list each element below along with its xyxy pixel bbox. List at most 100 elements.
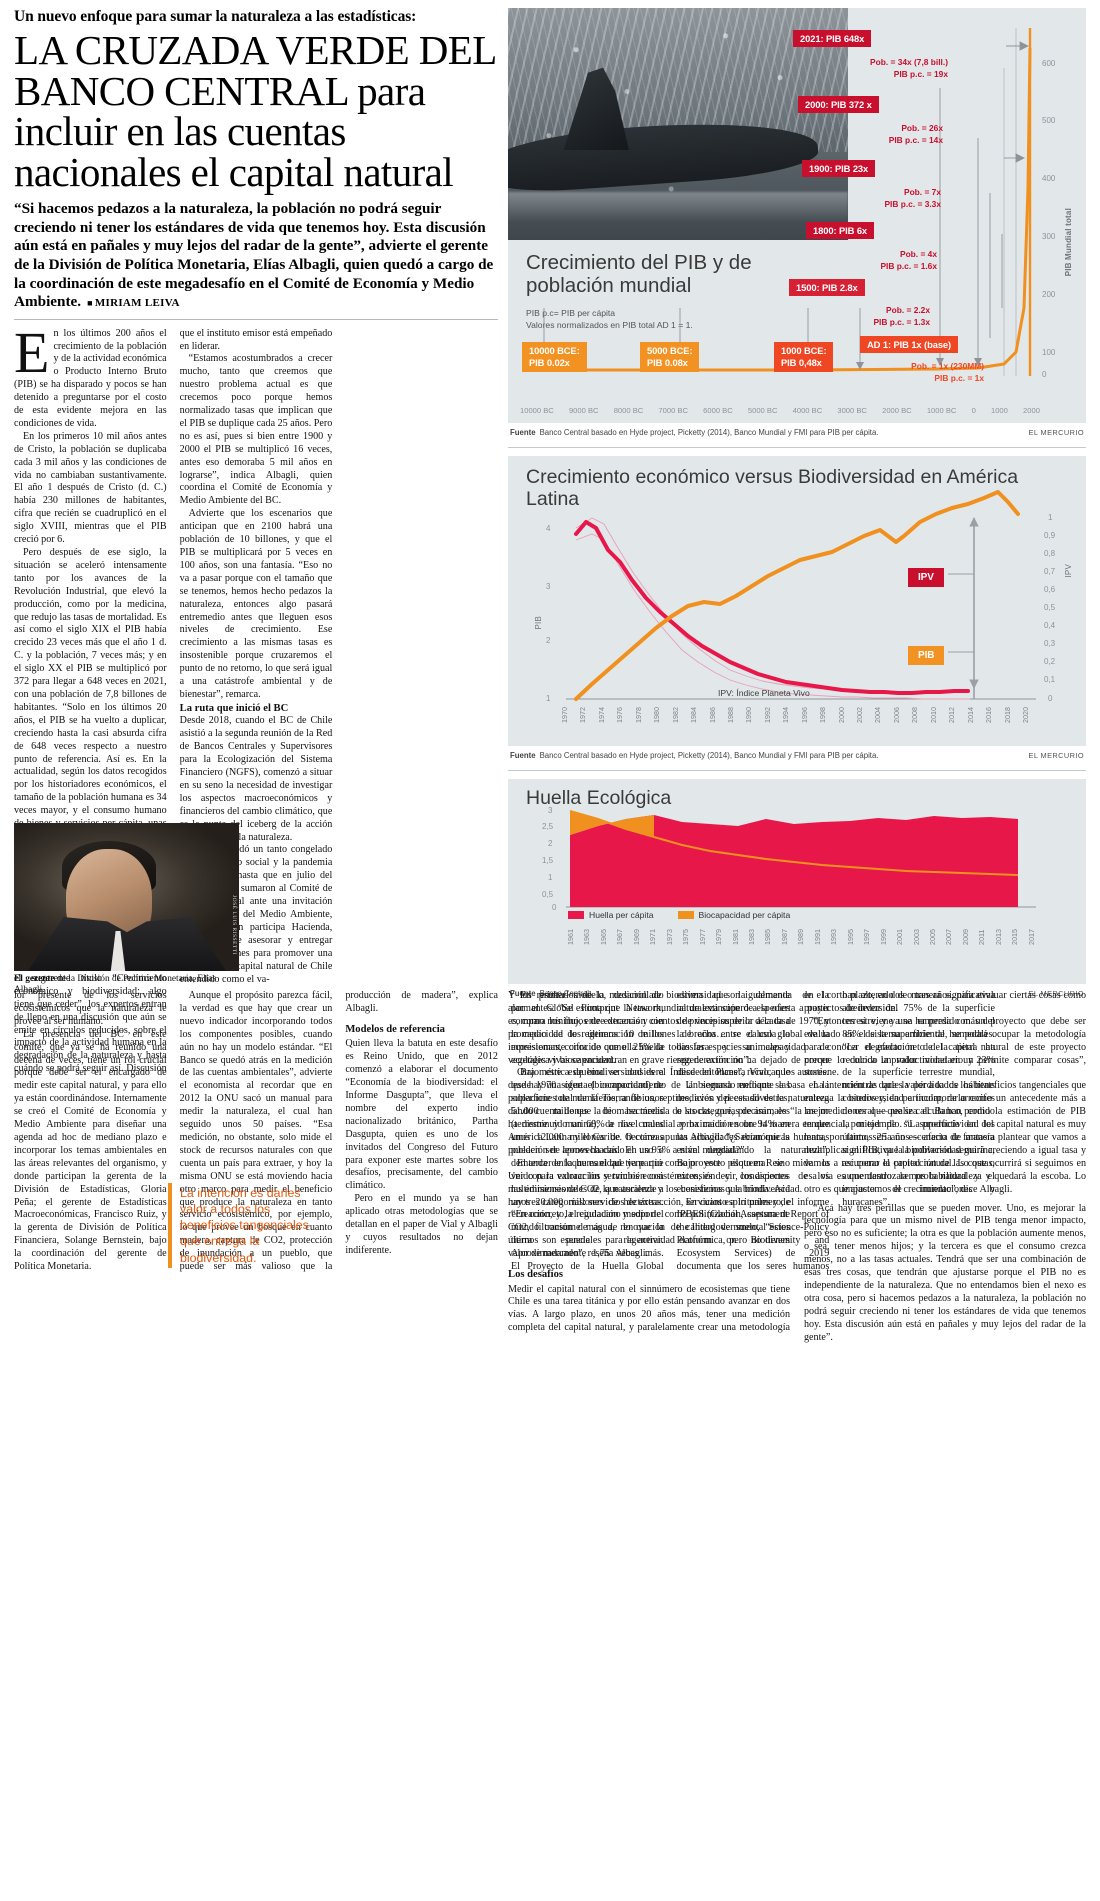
chart3-source: Fuente Banco Central <box>510 989 589 998</box>
chart-pib-vs-ipv: Crecimiento económico versus Biodiversid… <box>508 456 1086 746</box>
chart2-source: Fuente Banco Central basado en Hyde proje… <box>510 751 878 760</box>
legend-label-huella: Huella per cápita <box>589 910 654 920</box>
chart1-brand: EL MERCURIO <box>1028 428 1084 437</box>
detail-line: Pob. = 4x <box>899 249 937 259</box>
chart2-xtick: 1972 <box>578 707 588 723</box>
chart3-xtick: 2009 <box>960 929 970 945</box>
chart3-xtick: 1983 <box>746 929 756 945</box>
chart1-annotation-1500: 1500: PIB 2.8x <box>789 279 865 296</box>
chart1-annotation-1500-detail: Pob. = 2.2x PIB p.c. = 1.3x <box>708 304 930 328</box>
article-left-column: Un nuevo enfoque para sumar la naturalez… <box>14 8 498 1098</box>
divider <box>508 447 1086 448</box>
chart1-subtitle-line2: Valores normalizados en PIB total AD 1 =… <box>526 320 693 331</box>
chart1-ytick: 500 <box>1042 116 1056 125</box>
chart2-pib-line <box>574 490 1020 701</box>
body-paragraph: La intención de darles valor a todos los… <box>804 1080 1086 1195</box>
body-paragraph: Aunque el propósito parezca fácil, la ve… <box>179 990 498 1273</box>
chart2-xtick: 2020 <box>1020 707 1030 723</box>
manager-photo: JOSÉ LUIS RISSETTI <box>14 823 239 971</box>
chart1-annotation-1800-detail: Pob. = 4x PIB p.c. = 1.6x <box>708 248 937 272</box>
chart3-xtick: 1993 <box>829 929 839 945</box>
chart3-ytick: 0 <box>552 903 557 912</box>
chart3-xtick: 1985 <box>763 929 773 945</box>
headline-line-3: incluir en las cuentas <box>14 108 346 155</box>
body-paragraph: El tercer enfoque es el que ya partió co… <box>508 1157 790 1260</box>
chart1-annotation-1900-detail: Pob. = 7x PIB p.c. = 3.3x <box>708 186 941 210</box>
chart1-ytick: 300 <box>1042 232 1056 241</box>
chart1-source-line: Fuente Banco Central basado en Hyde proje… <box>508 423 1086 445</box>
photo-caption-lead: El gerente <box>14 974 55 984</box>
chart1-title: Crecimiento del PIB y de población mundi… <box>526 251 752 297</box>
chart2-title: Crecimiento económico versus Biodiversid… <box>526 466 1019 511</box>
chart3-xtick: 1995 <box>845 929 855 945</box>
chart2-ipv-lower-band <box>575 533 970 700</box>
chart1-xtick: 2000 BC <box>882 406 912 415</box>
chart1-xtick: 1000 BC <box>926 406 957 415</box>
chart2-ytick-left: 3 <box>546 582 551 591</box>
chart2-xtick: 1994 <box>781 707 791 723</box>
chart3-ytick: 2,5 <box>542 822 554 831</box>
label-line: 5000 BCE: <box>647 345 693 356</box>
body-paragraph: Y los resultados de la medición de biodi… <box>508 990 790 1066</box>
chart2-xtick: 2000 <box>836 707 846 723</box>
chart2-xtick: 1976 <box>615 707 625 723</box>
detail-line: Pob. = 2.2x <box>886 305 930 315</box>
chart2-source-line: Fuente Banco Central basado en Hyde proje… <box>508 746 1086 768</box>
article-body-bottom-right: Y los resultados de la medición de biodi… <box>508 990 1086 1880</box>
chart2-xtick: 2004 <box>873 707 883 723</box>
body-paragraph: Bajo este esquema se considera que hay u… <box>510 990 830 1273</box>
chart2-ytick-right: 0,1 <box>1044 675 1056 684</box>
chart1-ytick: 0 <box>1042 370 1047 379</box>
chart3-xtick: 1991 <box>812 929 822 945</box>
chart1-annotation-2021: 2021: PIB 648x <box>793 30 872 47</box>
photo-credit: JOSÉ LUIS RISSETTI <box>231 894 237 955</box>
detail-line: PIB p.c. = 1x <box>934 373 984 384</box>
chart1-annotation-1000bce: 1000 BCE: PIB 0,48x <box>774 342 834 372</box>
body-paragraph: En los primeros 10 mil años antes de Cri… <box>14 430 167 546</box>
chart2-ytick-right: 0,3 <box>1044 639 1056 648</box>
detail-line: Pob. = 26x <box>901 123 943 133</box>
chart1-x-axis-ticks: 10000 BC 9000 BC 8000 BC 7000 BC 6000 BC… <box>520 406 1040 415</box>
chart2-ytick-left: 4 <box>546 524 551 533</box>
chart-pib-poblacion: Crecimiento del PIB y de población mundi… <box>508 8 1086 423</box>
chart2-x-axis-ticks: 1970 1972 1974 1976 1978 1980 1982 1984 … <box>560 707 1030 723</box>
chart3-xtick: 1969 <box>631 929 641 945</box>
chart2-ytick-right: 0,4 <box>1044 621 1056 630</box>
chart3-xtick: 2017 <box>1026 929 1036 945</box>
chart2-ytick-right: 0,2 <box>1044 657 1056 666</box>
chart2-ytick-right: 0,7 <box>1044 567 1056 576</box>
body-paragraph: Medir el capital natural con el sinnúmer… <box>508 990 1086 1334</box>
divider <box>14 318 498 320</box>
chart3-xtick: 1975 <box>681 929 691 945</box>
chart3-xtick: 1981 <box>730 929 740 945</box>
body-text: n los últimos 200 años el crecimiento de… <box>14 327 167 429</box>
chart2-ytick-right: 0,9 <box>1044 531 1056 540</box>
chart3-biocapacidad-line <box>569 810 1019 876</box>
chart2-xtick: 2012 <box>947 707 957 723</box>
chart1-xtick: 4000 BC <box>792 406 823 415</box>
label-line: PIB 0.08x <box>647 356 688 368</box>
source-text: Banco Central basado en Hyde project, Pi… <box>539 751 879 760</box>
water-wake <box>508 192 848 222</box>
chart1-xtick: 8000 BC <box>613 406 644 415</box>
chart2-brand: EL MERCURIO <box>1028 751 1084 760</box>
chart3-xtick: 2005 <box>927 929 937 945</box>
chart2-y-axis-left-title: PIB <box>534 616 543 630</box>
body-paragraph: Desde 2018, cuando el BC de Chile asisti… <box>179 715 333 843</box>
body-paragraph: Pero en el mundo ya se han aplicado otra… <box>345 1193 498 1256</box>
detail-line: Pob. = 7x <box>903 187 941 197</box>
body-paragraph: Un segundo enfoque se basa en la medició… <box>676 1080 830 1195</box>
chart3-xtick: 2007 <box>944 929 954 945</box>
body-paragraph: Advierte que los escenarios que anticipa… <box>179 508 333 700</box>
detail-line: PIB p.c. = 14x <box>888 135 943 146</box>
chart2-xtick: 1990 <box>744 707 754 723</box>
body-paragraph: Pero después de ese siglo, la situación … <box>14 547 167 881</box>
standfirst-text: “Si hacemos pedazos a la naturaleza, la … <box>14 200 494 311</box>
chart3-xtick: 1977 <box>697 929 707 945</box>
chart2-xtick: 2018 <box>1002 707 1012 723</box>
chart3-xtick: 1997 <box>862 929 872 945</box>
body-paragraph: Quien lleva la batuta en este desafío es… <box>345 1038 498 1192</box>
chart2-label-pib: PIB <box>908 646 945 665</box>
chart1-annotation-5000bce: 5000 BCE: PIB 0.08x <box>640 342 700 372</box>
chart1-xtick: 6000 BC <box>703 406 733 415</box>
